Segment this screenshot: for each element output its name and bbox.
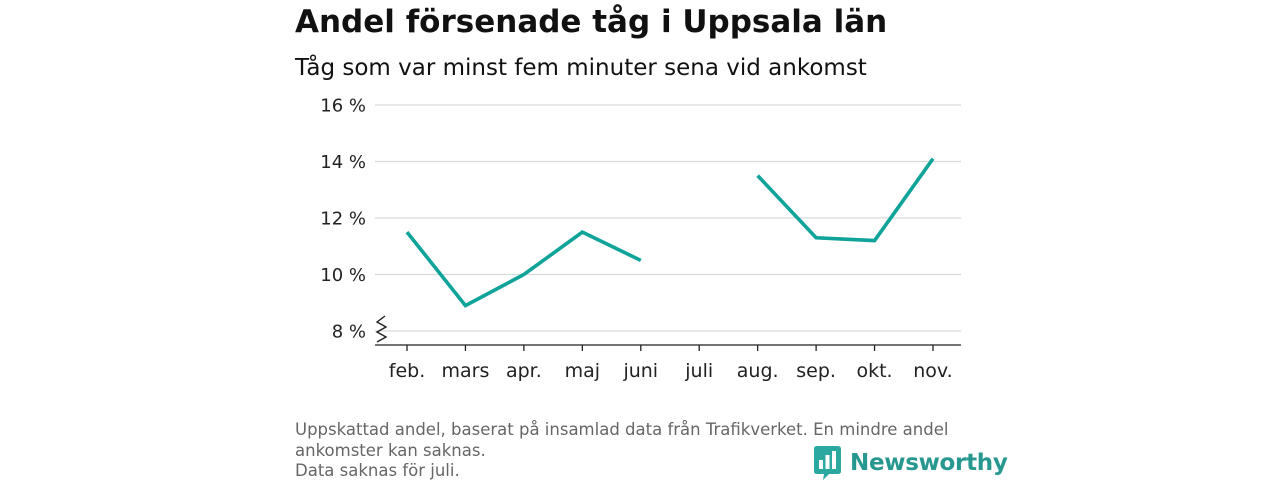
series-line-segment (756, 157, 935, 243)
grid-lines (375, 104, 961, 332)
logo-bar-3 (832, 451, 836, 469)
x-tick-label: nov. (913, 360, 952, 382)
y-tick-label: 14 % (320, 152, 366, 173)
footer-line-3: Data saknas för juli. (295, 461, 460, 480)
y-tick-label: 16 % (320, 96, 366, 117)
chart-subtitle: Tåg som var minst fem minuter sena vid a… (295, 55, 867, 81)
chart-title: Andel försenade tåg i Uppsala län (295, 4, 888, 40)
y-tick-label: 10 % (320, 265, 366, 286)
logo-bar-1 (819, 460, 823, 469)
footer-line-1: Uppskattad andel, baserat på insamlad da… (295, 420, 949, 439)
x-tick-label: aug. (737, 360, 779, 382)
brand-name: Newsworthy (850, 450, 1008, 476)
y-axis-ticks: 8 % 10 % 12 % 14 % 16 % (320, 96, 366, 343)
bar-chart-icon (814, 446, 841, 480)
y-tick-label: 8 % (332, 322, 366, 343)
footer-note: Uppskattad andel, baserat på insamlad da… (295, 420, 995, 482)
y-axis-break-icon (375, 315, 388, 343)
line-chart: 8 % 10 % 12 % 14 % 16 % feb. mars apr. maj juni j… (320, 96, 961, 382)
x-axis-ticks: feb. mars apr. maj juni juli aug. sep. okt. nov. (389, 345, 953, 382)
series-lines (405, 157, 935, 308)
x-tick-label: juni (622, 360, 658, 382)
y-tick-label: 12 % (320, 209, 366, 230)
newsworthy-logo: Newsworthy (814, 446, 1008, 480)
x-tick-label: mars (442, 360, 490, 382)
x-tick-label: maj (565, 360, 600, 382)
x-tick-label: feb. (389, 360, 425, 382)
x-tick-label: juli (684, 360, 713, 382)
x-tick-label: sep. (796, 360, 836, 382)
footer-line-2: ankomster kan saknas. (295, 440, 486, 460)
series-line-segment (405, 230, 642, 308)
logo-bar-2 (825, 455, 830, 469)
x-tick-label: okt. (856, 360, 892, 382)
x-tick-label: apr. (506, 360, 542, 382)
